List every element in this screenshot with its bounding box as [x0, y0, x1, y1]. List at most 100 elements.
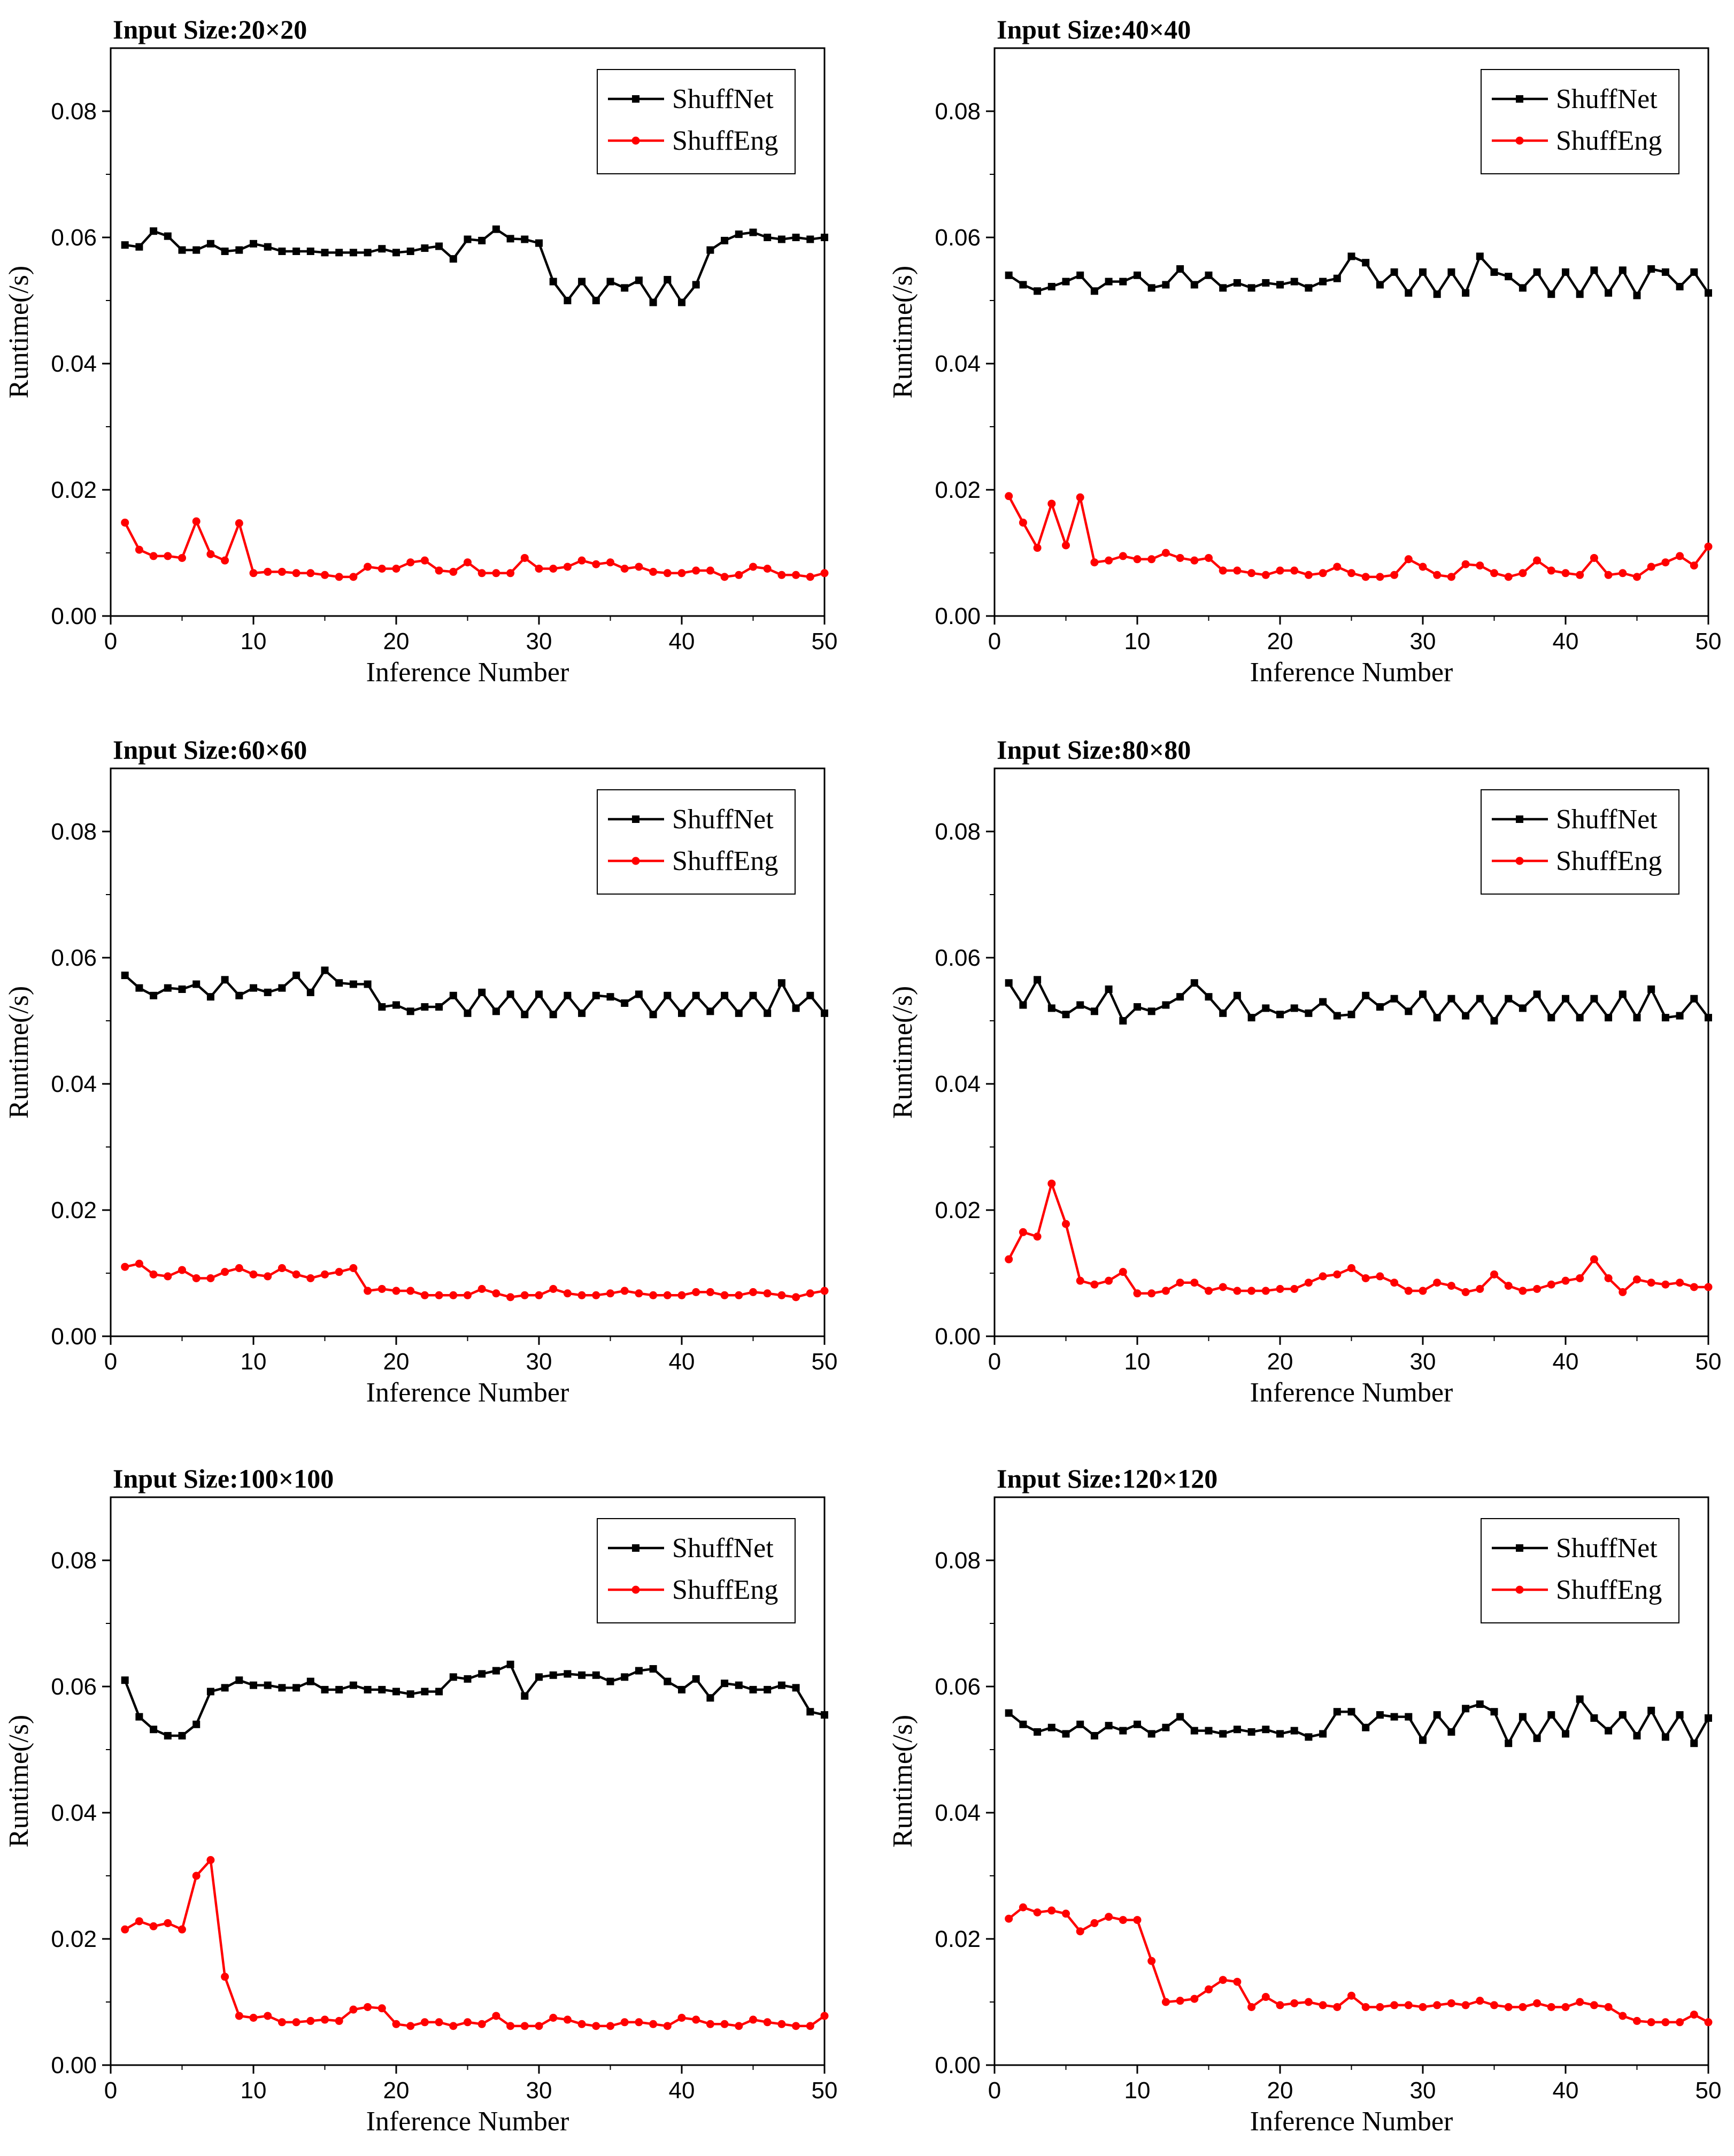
data-point — [1447, 1282, 1455, 1290]
data-point — [1034, 1728, 1042, 1736]
data-point — [235, 991, 243, 999]
data-point — [406, 247, 414, 255]
data-point — [792, 1293, 800, 1302]
data-point — [578, 1671, 586, 1679]
data-point — [1590, 266, 1598, 274]
legend-label: ShuffNet — [672, 804, 774, 835]
series-line — [1007, 1182, 1708, 1295]
data-point — [1647, 265, 1655, 273]
data-point — [492, 2012, 500, 2020]
data-point — [1019, 1228, 1027, 1236]
data-point — [635, 1289, 643, 1298]
data-point — [306, 988, 314, 996]
x-tick-label: 0 — [988, 2077, 1001, 2104]
data-point — [1562, 995, 1569, 1003]
data-point — [606, 1677, 614, 1685]
data-point — [192, 1274, 201, 1282]
data-point — [1190, 979, 1198, 987]
data-point — [477, 1285, 486, 1293]
series-shuffeng — [121, 1259, 829, 1302]
data-point — [763, 2018, 772, 2027]
data-point — [792, 1684, 800, 1692]
data-point — [406, 558, 415, 567]
data-point — [464, 1009, 472, 1017]
data-point — [235, 519, 243, 528]
data-point — [1633, 1014, 1641, 1022]
data-point — [1347, 252, 1355, 260]
data-point — [764, 1009, 772, 1017]
data-point — [420, 556, 429, 565]
data-point — [1247, 1014, 1255, 1022]
data-point — [1076, 1927, 1084, 1936]
data-point — [777, 1291, 786, 1299]
data-point — [635, 990, 643, 998]
data-point — [1019, 1001, 1027, 1009]
x-tick-label: 40 — [669, 1349, 695, 1375]
data-point — [364, 1685, 372, 1693]
legend-box — [597, 1518, 796, 1623]
data-point — [1205, 271, 1213, 279]
data-point — [549, 2014, 558, 2022]
data-point — [121, 972, 129, 980]
data-point — [1562, 268, 1569, 276]
y-tick-label: 0.04 — [935, 351, 981, 377]
data-point — [692, 991, 700, 999]
data-point — [792, 1004, 800, 1012]
data-point — [1419, 990, 1427, 998]
data-point — [335, 979, 343, 987]
legend-label: ShuffNet — [672, 1533, 774, 1564]
data-point — [1276, 1285, 1284, 1293]
data-point — [777, 979, 785, 987]
data-point — [1590, 553, 1598, 562]
data-point — [135, 545, 143, 554]
data-point — [521, 235, 529, 243]
data-point — [1062, 541, 1070, 550]
data-point — [150, 1726, 158, 1734]
data-point — [1690, 1739, 1698, 1747]
data-point — [1361, 1274, 1370, 1282]
data-point — [364, 2003, 372, 2011]
data-point — [1647, 563, 1655, 571]
data-point — [1233, 1726, 1241, 1734]
data-point — [1176, 553, 1184, 562]
data-point — [1447, 995, 1455, 1003]
data-point — [1405, 289, 1413, 297]
data-point — [1119, 1268, 1127, 1276]
data-point — [406, 2022, 415, 2030]
y-tick-label: 0.02 — [51, 477, 97, 503]
legend: ShuffNet ShuffEng — [597, 69, 796, 174]
data-point — [735, 2022, 743, 2030]
data-point — [1419, 2003, 1427, 2011]
data-point — [1076, 493, 1084, 502]
data-point — [1619, 1288, 1627, 1296]
data-point — [1433, 571, 1442, 579]
data-point — [1547, 1280, 1555, 1289]
data-point — [221, 247, 229, 255]
data-point — [506, 1660, 514, 1668]
data-point — [1419, 268, 1427, 276]
data-point — [1090, 287, 1098, 295]
data-point — [749, 228, 757, 236]
data-point — [777, 571, 786, 579]
data-point — [192, 1720, 201, 1728]
data-point — [1134, 1720, 1141, 1728]
x-axis-label: Inference Number — [1250, 657, 1453, 688]
y-tick-label: 0.08 — [935, 1547, 981, 1574]
data-point — [392, 1001, 400, 1009]
data-point — [1661, 2018, 1670, 2027]
data-point — [1033, 1233, 1042, 1241]
data-point — [1047, 499, 1056, 508]
data-point — [349, 1264, 358, 1273]
data-point — [1247, 1287, 1256, 1295]
data-point — [1276, 1011, 1284, 1019]
x-tick-label: 50 — [812, 1349, 838, 1375]
data-point — [1704, 2018, 1713, 2027]
data-point — [1090, 1007, 1098, 1015]
data-point — [164, 232, 172, 240]
data-point — [1376, 1711, 1384, 1719]
series-shuffeng — [121, 517, 829, 581]
data-point — [664, 991, 672, 999]
data-point — [1519, 1004, 1527, 1012]
data-point — [421, 244, 429, 252]
chart-panel-1: Input Size:20×20 0 10 20 30 40 50 0.00 0.02 0.04 0… — [4, 14, 837, 688]
